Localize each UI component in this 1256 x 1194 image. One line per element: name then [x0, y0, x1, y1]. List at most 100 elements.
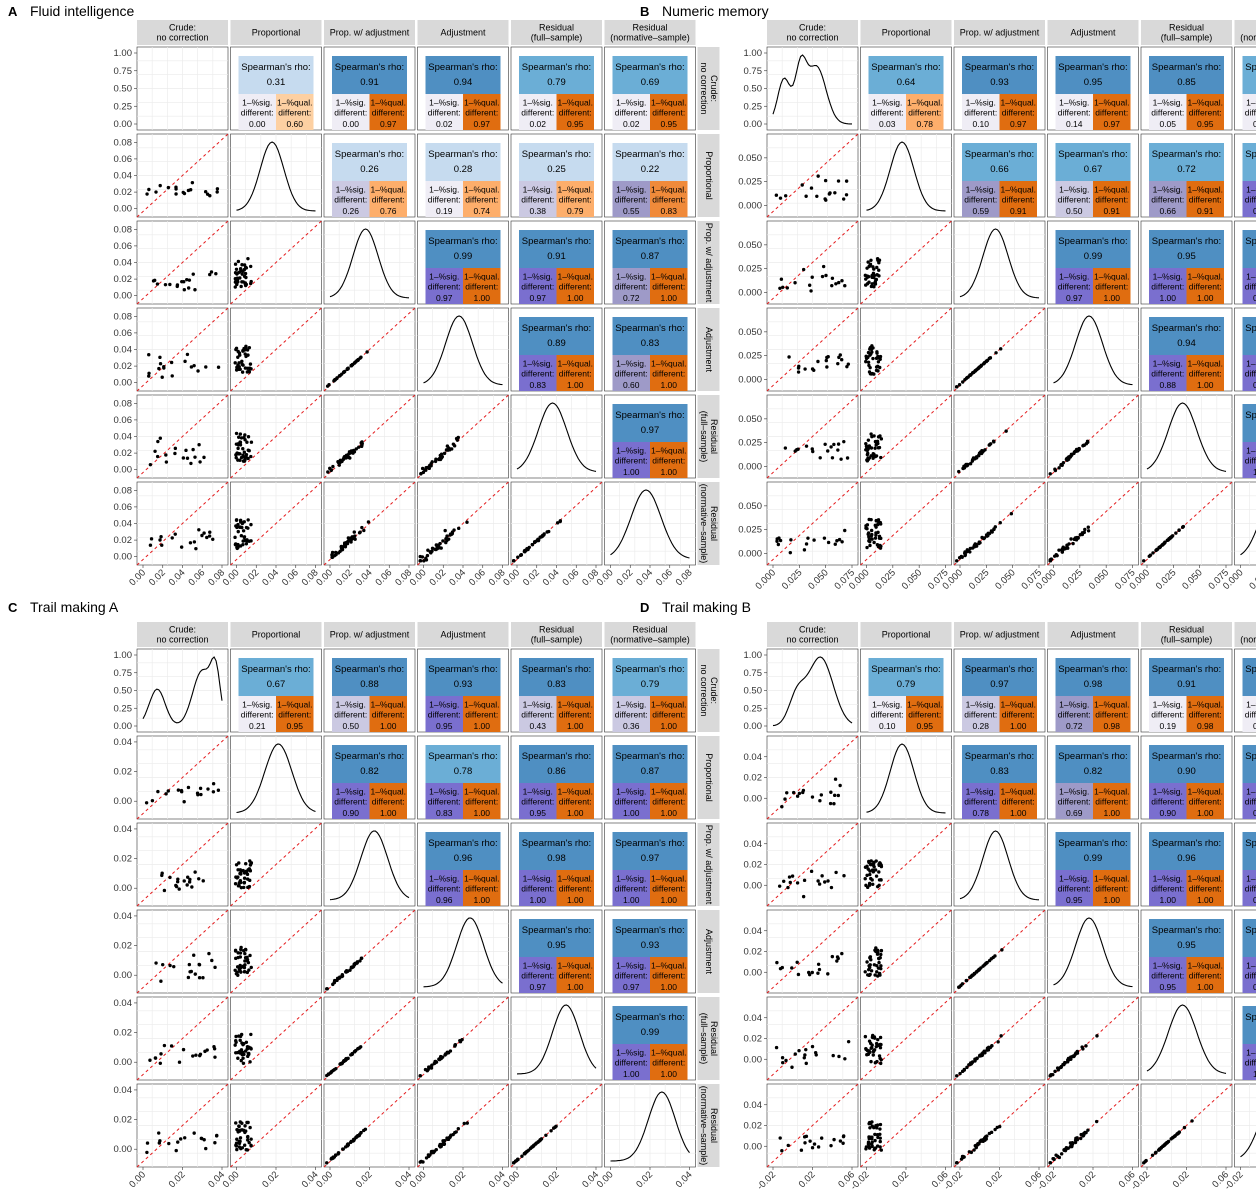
qual-box — [556, 696, 594, 732]
data-point — [972, 1148, 976, 1152]
x-tick-label-group: 0.08 — [674, 567, 695, 588]
data-point — [202, 455, 206, 460]
sig-label-line: 1–%sig. — [616, 699, 646, 709]
y-tick-label: 0.00 — [114, 291, 133, 302]
qual-label-line: 1–%qual. — [371, 699, 406, 709]
x-tick-label: 0.025 — [967, 567, 992, 592]
data-point — [186, 975, 191, 980]
qual-label: 1–%qual.different: — [1188, 97, 1223, 117]
data-point — [154, 190, 158, 194]
rho-value: 0.99 — [1084, 853, 1103, 864]
data-point — [835, 539, 839, 543]
data-point — [241, 269, 245, 273]
data-point — [339, 544, 344, 549]
qual-label: 1–%qual.different: — [1094, 873, 1129, 893]
y-tick-label: 0.02 — [114, 535, 133, 546]
data-point — [442, 451, 447, 456]
data-point — [148, 1058, 152, 1062]
cell-2-0 — [136, 822, 229, 907]
data-point — [830, 276, 835, 280]
data-point — [833, 191, 837, 195]
qual-label-line: 1–%qual. — [558, 699, 593, 709]
data-point — [249, 861, 254, 865]
data-point — [873, 1138, 877, 1143]
data-point — [349, 364, 354, 368]
identity-line — [136, 909, 229, 994]
column-strip-label: Prop. w/ adjustment — [960, 629, 1040, 639]
qual-label-line: 1–%qual. — [277, 97, 312, 107]
row-strip — [697, 649, 720, 732]
data-point — [238, 432, 243, 436]
sig-value: 0.72 — [623, 293, 640, 303]
qual-label-line: 1–%qual. — [371, 184, 406, 194]
sig-value: 0.95 — [529, 808, 546, 818]
data-point — [202, 531, 206, 535]
data-point — [212, 1045, 216, 1049]
y-tick-label: 0.025 — [738, 177, 762, 188]
qual-label-line: 1–%qual. — [1188, 97, 1223, 107]
row-strip-label-line: Proportional — [704, 151, 714, 200]
rho-box — [612, 56, 688, 94]
cell-4-5: Spearman's rho:0.991–%sig.different:1–%q… — [1234, 996, 1256, 1081]
qual-box — [556, 94, 594, 130]
data-point — [844, 179, 849, 183]
qual-box — [463, 268, 501, 304]
sig-box — [612, 268, 650, 304]
data-point — [215, 187, 220, 191]
rho-label: Spearman's rho: — [428, 149, 497, 160]
data-point — [205, 535, 209, 540]
qual-label-line: 1–%qual. — [558, 960, 593, 970]
data-point — [832, 802, 836, 806]
sig-value: 0.38 — [529, 206, 546, 216]
sig-label-line: different: — [1151, 194, 1184, 204]
column-strip-label-line: (normative–sample) — [610, 32, 690, 42]
identity-line — [136, 133, 229, 218]
qual-label-line: different: — [908, 709, 941, 719]
cell-1-5: Spearman's rho:0.911–%sig.different:1–%q… — [1234, 735, 1256, 820]
sig-label-line: different: — [615, 883, 648, 893]
column-strip-label-line: Prop. w/ adjustment — [330, 27, 410, 37]
sig-label: 1–%sig.different: — [1058, 873, 1091, 893]
qual-value: 1.00 — [567, 982, 584, 992]
data-point — [342, 370, 346, 374]
x-tick-label-group: 0.02 — [521, 567, 542, 588]
density-curve — [423, 315, 503, 386]
sig-label: 1–%sig.different: — [1151, 184, 1184, 204]
sig-label: 1–%sig.different: — [615, 699, 648, 719]
data-point — [879, 1061, 883, 1066]
panel-title: Numeric memory — [662, 3, 769, 19]
sig-label-line: different: — [615, 368, 648, 378]
qual-label-line: different: — [465, 883, 498, 893]
qual-label-line: different: — [1189, 107, 1222, 117]
data-point — [977, 541, 981, 546]
y-tick-label: 0.02 — [744, 947, 763, 958]
rho-value: 0.97 — [641, 425, 660, 436]
sig-label-line: 1–%sig. — [336, 184, 366, 194]
data-point — [863, 865, 868, 869]
data-point — [871, 356, 875, 361]
sig-label-line: 1–%sig. — [1246, 1047, 1256, 1057]
data-point — [427, 466, 432, 471]
cell-5-4 — [1140, 481, 1233, 566]
qual-label-line: different: — [1002, 107, 1035, 117]
sig-value: 0.97 — [436, 293, 453, 303]
data-point — [867, 1120, 872, 1125]
data-point — [826, 879, 830, 883]
data-point — [160, 873, 164, 878]
data-point — [176, 1140, 180, 1144]
data-point — [238, 440, 243, 445]
sig-value: 0.97 — [529, 293, 546, 303]
x-tick-label-group: 0.04 — [541, 567, 562, 588]
row-strip-label-line: Crude: — [709, 75, 719, 102]
sig-label-line: 1–%sig. — [966, 184, 996, 194]
column-strip-label-line: (full–sample) — [1161, 32, 1213, 42]
data-point — [1161, 543, 1165, 547]
y-tick-label: 0.75 — [114, 668, 133, 679]
cell-4-5: Spearman's rho:0.971–%sig.different:1–%q… — [604, 394, 696, 479]
data-point — [826, 972, 830, 976]
sig-box — [612, 355, 650, 391]
qual-label: 1–%qual.different: — [1094, 786, 1129, 806]
cell-1-2: Spearman's rho:0.831–%sig.different:1–%q… — [953, 735, 1046, 820]
data-point — [969, 1150, 974, 1155]
rho-box — [612, 143, 688, 181]
